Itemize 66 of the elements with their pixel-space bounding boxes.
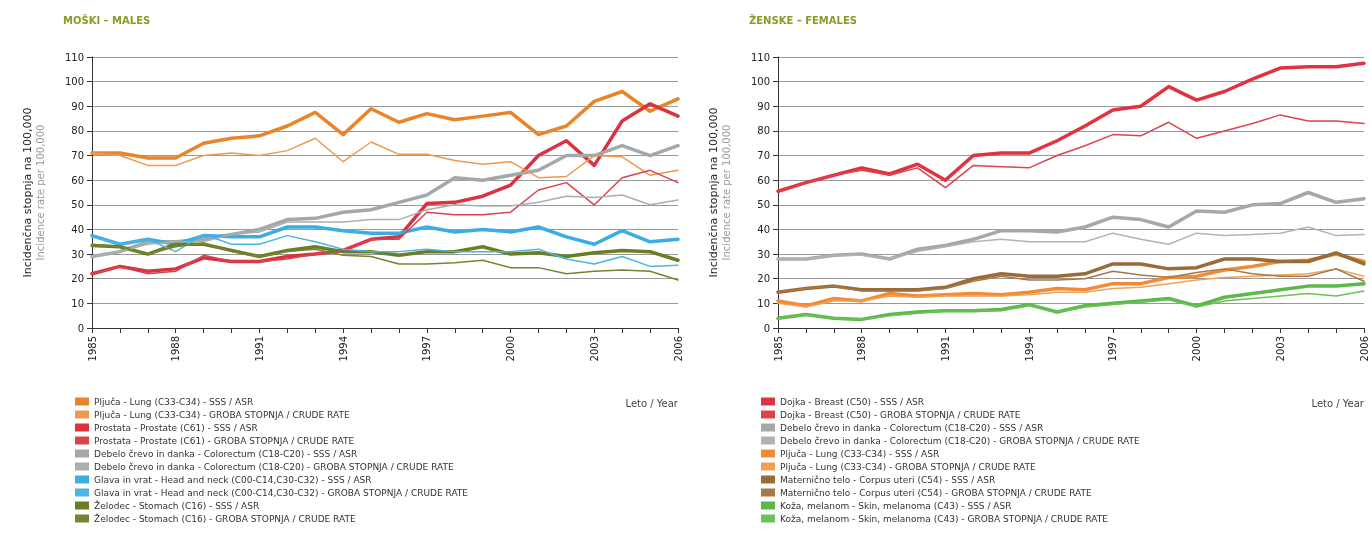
legend-label: Debelo črevo in danka - Colorectum (C18-C20) - SSS / ASR — [94, 448, 358, 459]
y-tick-label: 30 — [71, 248, 84, 260]
legend-label: Pljuča - Lung (C33-C34) - SSS / ASR — [94, 396, 254, 407]
x-tick-label: 1997 — [1107, 336, 1119, 362]
y-tick-label: 0 — [763, 322, 770, 334]
y-tick-label: 110 — [750, 51, 770, 63]
x-axis-title: Leto / Year — [625, 397, 679, 409]
x-tick-label: 1994 — [337, 336, 349, 362]
y-tick-label: 110 — [64, 51, 84, 63]
x-tick-label: 2003 — [1274, 336, 1286, 362]
y-tick-label: 20 — [757, 273, 770, 285]
y-tick-label: 60 — [757, 174, 770, 186]
y-tick-label: 100 — [64, 76, 84, 88]
y-tick-label: 30 — [757, 248, 770, 260]
y-tick-label: 50 — [757, 199, 770, 211]
legend-label: Dojka - Breast (C50) - SSS / ASR — [780, 396, 925, 407]
y-tick-label: 50 — [71, 199, 84, 211]
y-tick-label: 80 — [71, 125, 84, 137]
y-tick-label: 40 — [757, 223, 770, 235]
chart-title: ŽENSKE – FEMALES — [749, 13, 857, 26]
x-tick-label: 2000 — [505, 336, 517, 362]
x-tick-label: 1988 — [856, 336, 868, 362]
x-tick-label: 2006 — [672, 336, 684, 362]
legend-label: Pljuča - Lung (C33-C34) - SSS / ASR — [780, 448, 940, 459]
y-axis-title: Incidenčna stopnja na 100,000 Incidence rate per 100,000 — [20, 107, 46, 278]
x-tick-label: 1985 — [86, 336, 98, 362]
y-tick-label: 0 — [77, 322, 84, 334]
legend-label: Debelo črevo in danka - Colorectum (C18-C20) - GROBA STOPNJA / CRUDE RATE — [94, 461, 454, 472]
y-tick-label: 20 — [71, 273, 84, 285]
legend-label: Prostata - Prostate (C61) - SSS / ASR — [94, 422, 258, 433]
x-tick-label: 1988 — [170, 336, 182, 362]
x-tick-label: 1997 — [421, 336, 433, 362]
legend-label: Maternično telo - Corpus uteri (C54) - SSS / ASR — [780, 474, 996, 485]
x-tick-label: 1991 — [253, 336, 265, 362]
y-tick-label: 70 — [757, 150, 770, 162]
y-tick-label: 70 — [71, 150, 84, 162]
x-tick-label: 2003 — [588, 336, 600, 362]
x-tick-label: 2000 — [1191, 336, 1203, 362]
legend-label: Koža, melanom - Skin, melanoma (C43) - GROBA STOPNJA / CRUDE RATE — [780, 513, 1109, 524]
legend-label: Glava in vrat - Head and neck (C00-C14,C30-C32) - GROBA STOPNJA / CRUDE RATE — [94, 487, 469, 498]
y-axis-title: Incidenčna stopnja na 100,000 Incidence rate per 100,000 — [706, 107, 732, 278]
x-tick-label: 1985 — [772, 336, 784, 362]
x-tick-label: 1991 — [939, 336, 951, 362]
legend-label: Koža, melanom - Skin, melanoma (C43) - SSS / ASR — [780, 500, 1012, 511]
legend-label: Želodec - Stomach (C16) - SSS / ASR — [94, 499, 260, 511]
y-tick-label: 80 — [757, 125, 770, 137]
x-tick-label: 2006 — [1358, 336, 1370, 362]
y-tick-label: 90 — [757, 100, 770, 112]
legend-label: Želodec - Stomach (C16) - GROBA STOPNJA / CRUDE RATE — [94, 512, 356, 524]
y-tick-label: 90 — [71, 100, 84, 112]
y-tick-label: 10 — [757, 297, 770, 309]
x-axis-title: Leto / Year — [1311, 397, 1365, 409]
legend-label: Glava in vrat - Head and neck (C00-C14,C30-C32) - SSS / ASR — [94, 474, 372, 485]
legend-label: Prostata - Prostate (C61) - GROBA STOPNJA / CRUDE RATE — [94, 435, 355, 446]
legend-label: Debelo črevo in danka - Colorectum (C18-C20) - SSS / ASR — [780, 422, 1044, 433]
legend-label: Maternično telo - Corpus uteri (C54) - GROBA STOPNJA / CRUDE RATE — [780, 487, 1092, 498]
legend-label: Pljuča - Lung (C33-C34) - GROBA STOPNJA / CRUDE RATE — [780, 461, 1036, 472]
y-tick-label: 10 — [71, 297, 84, 309]
x-tick-label: 1994 — [1023, 336, 1035, 362]
y-tick-label: 100 — [750, 76, 770, 88]
y-tick-label: 40 — [71, 223, 84, 235]
legend-label: Dojka - Breast (C50) - GROBA STOPNJA / CRUDE RATE — [780, 409, 1021, 420]
legend-label: Debelo črevo in danka - Colorectum (C18-C20) - GROBA STOPNJA / CRUDE RATE — [780, 435, 1140, 446]
chart-title: MOŠKI – MALES — [63, 13, 151, 26]
y-tick-label: 60 — [71, 174, 84, 186]
legend-label: Pljuča - Lung (C33-C34) - GROBA STOPNJA / CRUDE RATE — [94, 409, 350, 420]
